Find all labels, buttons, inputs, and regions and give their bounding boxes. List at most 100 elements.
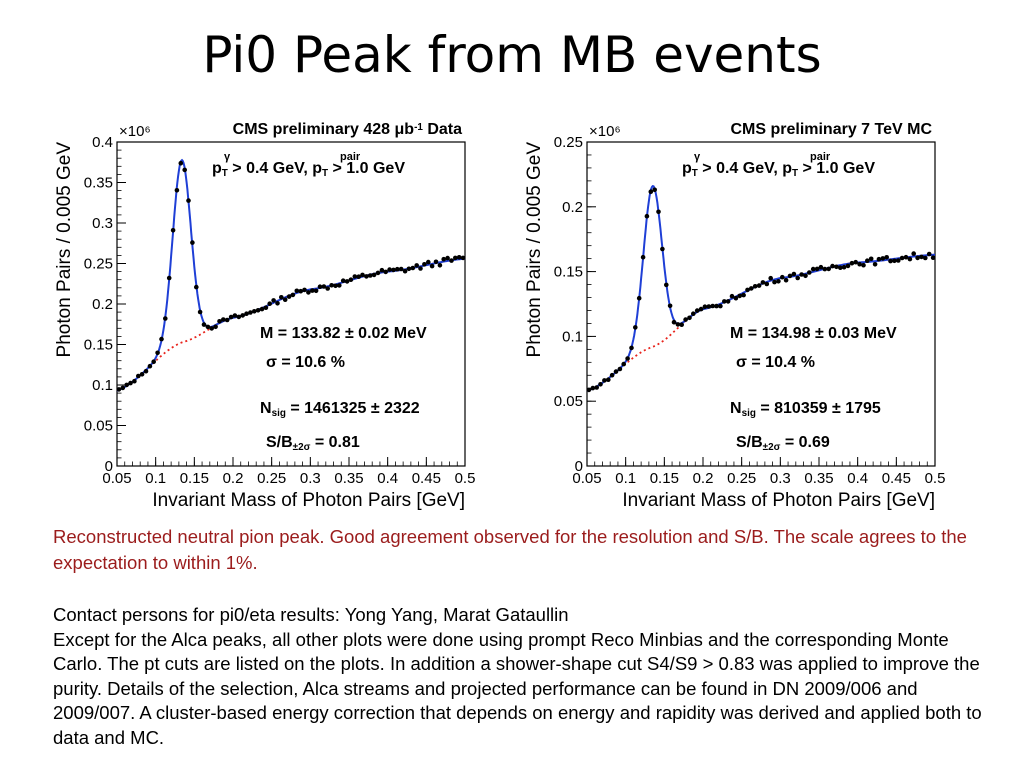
x-tick-label: 0.25	[727, 470, 756, 487]
x-tick-label: 0.1	[145, 470, 166, 487]
data-point	[166, 275, 172, 281]
y-tick-label: 0.1	[562, 328, 583, 345]
data-point	[116, 387, 122, 392]
data-point	[756, 283, 762, 288]
data-point	[325, 286, 331, 291]
data-point	[892, 258, 897, 264]
y-axis-label: Photon Pairs / 0.005 GeV	[524, 142, 545, 358]
data-point	[899, 255, 905, 261]
data-point	[306, 290, 311, 295]
data-point	[838, 265, 843, 270]
data-point	[930, 255, 936, 260]
y-tick-label: 0.3	[92, 215, 113, 232]
data-point	[143, 368, 149, 374]
y-tick-label: 0.35	[84, 175, 113, 192]
data-point	[290, 292, 296, 298]
data-point	[888, 258, 893, 264]
data-point	[590, 385, 596, 391]
fit-nsig-label: Nsig = 1461325 ± 2322	[260, 400, 420, 419]
plot-frame	[116, 141, 466, 467]
data-point	[694, 308, 700, 313]
data-point	[205, 324, 211, 330]
data-point	[310, 288, 315, 293]
data-point	[896, 258, 901, 263]
chart-title: CMS preliminary 7 TeV MC	[730, 121, 932, 138]
data-point	[383, 269, 389, 275]
data-point	[128, 380, 133, 386]
chart-mc-pi0-peak: 0.05 0.1 0.15 0.2 0.25 0.3 0.35 0.4 0.45 0.5 0 0.05…	[510, 102, 985, 512]
data-point	[903, 254, 909, 260]
data-point	[255, 308, 261, 313]
data-point	[861, 262, 866, 268]
data-point	[664, 282, 669, 288]
data-point	[741, 292, 746, 298]
x-axis-label: Invariant Mass of Photon Pairs [GeV]	[622, 490, 935, 511]
data-point	[733, 295, 739, 301]
data-point	[764, 281, 770, 287]
data-point	[360, 272, 365, 278]
data-point	[915, 255, 920, 261]
data-point	[791, 271, 797, 277]
y-tick-label: 0.25	[84, 256, 113, 273]
data-point	[594, 385, 599, 390]
caption-methods: Except for the Alca peaks, all other plo…	[53, 628, 982, 748]
data-point	[426, 259, 431, 265]
data-point	[606, 377, 611, 383]
data-point	[275, 301, 280, 306]
data-point	[136, 373, 141, 379]
data-point	[772, 279, 777, 285]
data-point	[151, 359, 156, 365]
data-point	[259, 306, 265, 312]
data-point	[648, 189, 654, 194]
x-tick-label: 0.15	[650, 470, 679, 487]
y-tick-label: 0.2	[92, 296, 113, 313]
data-point	[714, 303, 719, 309]
cuts-pair-superscript: pair	[810, 151, 831, 163]
data-point	[252, 309, 257, 314]
y-tick-label: 0.15	[84, 337, 113, 354]
data-point	[356, 274, 362, 279]
data-point	[391, 267, 396, 273]
data-point	[671, 319, 677, 325]
data-point	[849, 260, 855, 266]
x-axis-label: Invariant Mass of Photon Pairs [GeV]	[152, 490, 465, 511]
data-point	[872, 262, 878, 267]
data-point	[644, 213, 650, 219]
data-point	[174, 188, 180, 193]
data-point	[625, 356, 630, 361]
data-point	[190, 240, 195, 245]
data-point	[830, 263, 835, 269]
data-point	[586, 387, 592, 393]
data-point	[656, 209, 661, 215]
signal-background-fit-line	[586, 184, 935, 392]
cuts-gamma-superscript: γ	[694, 151, 701, 163]
data-point	[745, 287, 750, 293]
data-point	[368, 273, 373, 278]
data-point	[667, 303, 673, 309]
x-tick-label: 0.45	[882, 470, 911, 487]
data-point	[749, 286, 754, 291]
data-point	[224, 317, 230, 323]
data-point	[182, 167, 187, 173]
data-point	[818, 264, 824, 270]
data-point	[398, 266, 404, 272]
data-point	[379, 267, 385, 273]
data-point	[729, 293, 735, 299]
data-point	[178, 160, 184, 166]
data-point	[414, 263, 420, 268]
data-point	[602, 378, 607, 383]
chart-svg-mc: 0.05 0.1 0.15 0.2 0.25 0.3 0.35 0.4 0.45 0.500.05…	[524, 121, 945, 511]
cuts-annotation: pT > 0.4 GeV, pT > 1.0 GeV	[212, 160, 405, 179]
x-tick-label: 0.25	[257, 470, 286, 487]
data-point	[640, 254, 646, 260]
data-point	[710, 303, 715, 309]
data-point	[263, 305, 269, 310]
data-point	[236, 314, 242, 320]
fit-sigma-label: σ = 10.6 %	[266, 354, 345, 371]
data-point	[822, 266, 828, 272]
data-point	[282, 297, 288, 302]
cuts-gamma-superscript: γ	[224, 151, 231, 163]
data-point	[340, 278, 346, 283]
data-point	[201, 322, 207, 327]
data-point	[271, 298, 276, 303]
